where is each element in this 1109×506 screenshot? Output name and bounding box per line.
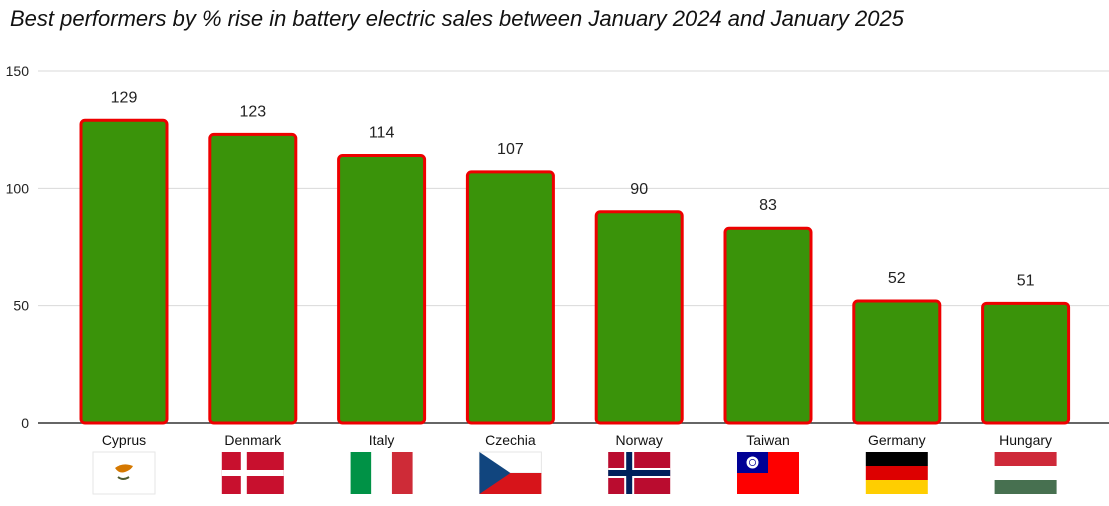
chart-title: Best performers by % rise in battery ele…: [10, 6, 904, 31]
bars: [79, 118, 1071, 425]
category-label: Germany: [868, 432, 926, 448]
data-label: 123: [239, 103, 266, 120]
flags: [92, 451, 1057, 495]
data-label: 51: [1017, 272, 1035, 289]
category-label: Hungary: [999, 432, 1052, 448]
italy-flag-icon: [350, 452, 413, 494]
y-axis-ticks: 0 50 100 150: [6, 63, 30, 431]
category-label: Czechia: [485, 432, 536, 448]
norway-flag-icon: [608, 452, 671, 494]
taiwan-flag-icon: [737, 452, 799, 494]
data-label: 114: [369, 124, 395, 141]
category-label: Taiwan: [746, 432, 790, 448]
data-label: 83: [759, 197, 777, 214]
data-label: 90: [630, 181, 648, 198]
denmark-flag-icon: [221, 452, 284, 494]
y-tick-label: 150: [6, 63, 30, 79]
category-labels: Cyprus Denmark Italy Czechia Norway Taiwan Ger…: [102, 432, 1052, 448]
cyprus-flag-icon: [92, 451, 156, 495]
bar-norway: [594, 210, 684, 425]
data-labels: 129 123 114 107 90 83 52 51: [111, 89, 1035, 289]
bar-taiwan: [723, 226, 813, 425]
category-label: Norway: [615, 432, 662, 448]
data-label: 107: [497, 141, 524, 158]
category-label: Cyprus: [102, 432, 146, 448]
gridlines: [38, 70, 1109, 424]
czechia-flag-icon: [478, 451, 542, 494]
category-label: Italy: [369, 432, 395, 448]
data-label: 129: [111, 89, 138, 106]
bar-italy: [337, 153, 427, 425]
bar-czechia: [465, 170, 555, 425]
category-label: Denmark: [224, 432, 282, 448]
data-label: 52: [888, 270, 906, 287]
y-tick-label: 100: [6, 180, 30, 196]
bar-denmark: [208, 132, 298, 425]
y-tick-label: 0: [21, 415, 29, 431]
bar-cyprus: [79, 118, 169, 425]
y-tick-label: 50: [13, 298, 29, 314]
bar-germany: [852, 299, 942, 425]
germany-flag-icon: [865, 452, 928, 494]
bar-hungary: [981, 301, 1071, 425]
hungary-flag-icon: [994, 452, 1057, 494]
